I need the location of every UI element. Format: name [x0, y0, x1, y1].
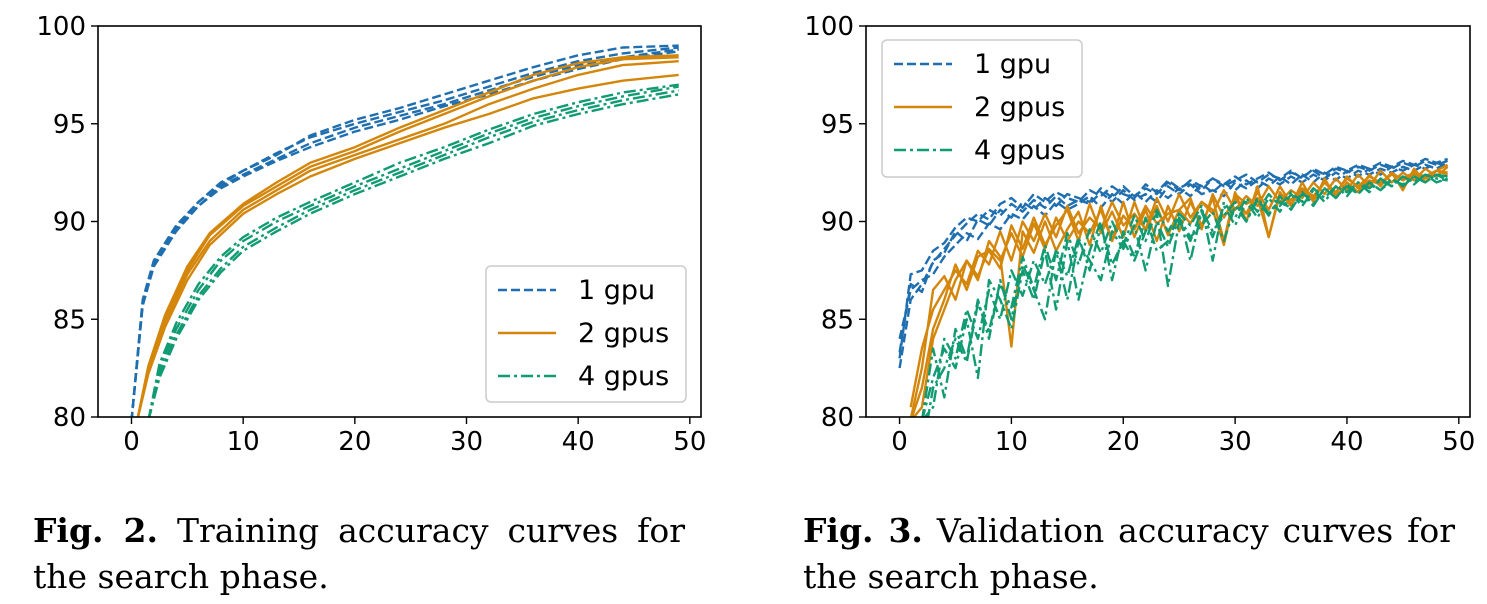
caption-label: Fig. 3. [803, 511, 923, 550]
series-1-gpu-run-4 [898, 157, 1448, 353]
y-tick-label: 95 [821, 110, 854, 140]
series-2-gpus-run-1 [909, 163, 1449, 417]
y-tick-label: 85 [53, 305, 86, 335]
caption-label: Fig. 2. [33, 511, 158, 550]
chart-fig-2: 0 10 20 30 40 50 80 85 90 95 100 1 gpu 2 gpus 4 gpus [36, 12, 706, 457]
series-2-gpus-run-2 [136, 60, 679, 417]
series-1-gpu-run-3 [898, 161, 1449, 340]
legend-box [881, 39, 1083, 178]
x-tick-label: 30 [1219, 427, 1252, 457]
x-tick-label: 40 [562, 427, 595, 457]
x-tick-label: 10 [227, 427, 260, 457]
series-2-gpus-run-2 [909, 165, 1449, 408]
series-4-gpus-run-4 [148, 93, 679, 417]
caption-text: Training accuracy curves for the search … [33, 511, 685, 596]
x-tick-label: 10 [995, 427, 1028, 457]
series-2-gpus-run-3 [136, 54, 679, 417]
y-tick-label: 100 [804, 12, 854, 42]
series-4-gpus-run-4 [926, 173, 1448, 417]
series-4-gpus-run-2 [147, 89, 679, 417]
legend-box [485, 265, 687, 403]
x-tick-label: 20 [1107, 427, 1140, 457]
series-1-gpu-run-3 [130, 44, 679, 417]
legend-label: 2 gpus [578, 318, 669, 349]
y-tick-label: 100 [36, 12, 86, 42]
y-tick-label: 80 [53, 403, 86, 433]
y-tick-label: 95 [53, 110, 86, 140]
x-tick-label: 30 [450, 427, 483, 457]
series-4-gpus-run-3 [923, 173, 1448, 417]
x-tick-label: 0 [891, 427, 908, 457]
legend: 1 gpu 2 gpus 4 gpus [881, 39, 1083, 178]
plot-area [130, 44, 679, 417]
series-4-gpus-run-1 [147, 85, 679, 417]
y-tick-label: 85 [821, 305, 854, 335]
legend-label: 1 gpu [974, 49, 1051, 80]
series-2-gpus-run-4 [136, 73, 679, 417]
x-tick-label: 0 [123, 427, 140, 457]
chart-fig-3: 0 10 20 30 40 50 80 85 90 95 100 1 gpu 2 gpus 4 gpus [804, 12, 1475, 457]
y-tick-label: 90 [53, 208, 86, 238]
plot-area [898, 157, 1449, 417]
series-4-gpus-run-3 [147, 83, 679, 417]
series-1-gpu-run-4 [130, 50, 679, 417]
legend-label: 4 gpus [974, 135, 1065, 166]
x-tick-label: 50 [1442, 427, 1475, 457]
series-4-gpus-run-1 [921, 173, 1448, 417]
series-1-gpu-run-1 [898, 159, 1448, 369]
series-1-gpu-run-2 [898, 161, 1449, 359]
legend-label: 1 gpu [578, 275, 655, 306]
y-tick-label: 90 [821, 208, 854, 238]
legend: 1 gpu 2 gpus 4 gpus [485, 265, 687, 403]
y-tick-label: 80 [821, 403, 854, 433]
series-2-gpus-run-4 [912, 169, 1448, 417]
caption-text: Validation accuracy curves for the searc… [803, 511, 1455, 596]
legend-label: 2 gpus [974, 92, 1065, 123]
legend-label: 4 gpus [578, 361, 669, 392]
caption-fig-2: Fig. 2. Training accuracy curves for the… [33, 508, 685, 600]
x-tick-label: 20 [338, 427, 371, 457]
x-tick-label: 40 [1330, 427, 1363, 457]
x-tick-label: 50 [673, 427, 706, 457]
caption-fig-3: Fig. 3. Validation accuracy curves for t… [803, 508, 1455, 600]
series-2-gpus-run-1 [136, 56, 679, 417]
